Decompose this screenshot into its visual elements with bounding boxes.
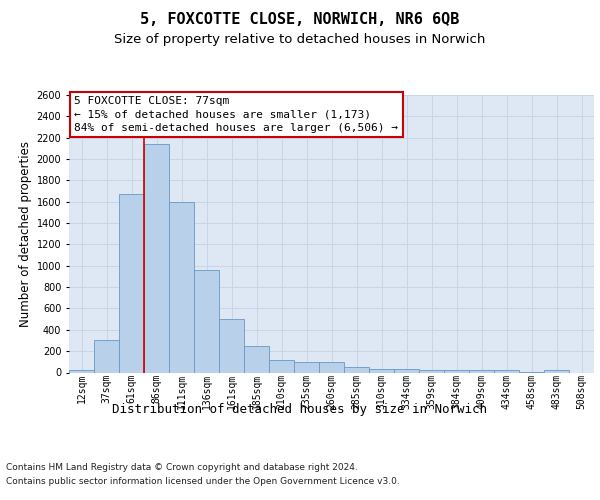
- Bar: [319, 362, 344, 372]
- Bar: [494, 370, 519, 372]
- Bar: [419, 370, 444, 372]
- Bar: [69, 370, 94, 372]
- Text: 5 FOXCOTTE CLOSE: 77sqm
← 15% of detached houses are smaller (1,173)
84% of semi: 5 FOXCOTTE CLOSE: 77sqm ← 15% of detache…: [74, 96, 398, 133]
- Text: Contains HM Land Registry data © Crown copyright and database right 2024.: Contains HM Land Registry data © Crown c…: [6, 462, 358, 471]
- Bar: [269, 360, 294, 372]
- Text: Contains public sector information licensed under the Open Government Licence v3: Contains public sector information licen…: [6, 478, 400, 486]
- Bar: [394, 369, 419, 372]
- Text: Distribution of detached houses by size in Norwich: Distribution of detached houses by size …: [113, 402, 487, 415]
- Text: Size of property relative to detached houses in Norwich: Size of property relative to detached ho…: [115, 32, 485, 46]
- Bar: [94, 340, 119, 372]
- Bar: [544, 370, 569, 372]
- Bar: [219, 319, 244, 372]
- Bar: [244, 346, 269, 372]
- Bar: [194, 270, 219, 372]
- Bar: [119, 194, 144, 372]
- Bar: [344, 367, 369, 372]
- Text: 5, FOXCOTTE CLOSE, NORWICH, NR6 6QB: 5, FOXCOTTE CLOSE, NORWICH, NR6 6QB: [140, 12, 460, 28]
- Bar: [294, 362, 319, 372]
- Bar: [369, 369, 394, 372]
- Y-axis label: Number of detached properties: Number of detached properties: [19, 141, 32, 327]
- Bar: [469, 370, 494, 372]
- Bar: [169, 202, 194, 372]
- Bar: [144, 144, 169, 372]
- Bar: [444, 370, 469, 372]
